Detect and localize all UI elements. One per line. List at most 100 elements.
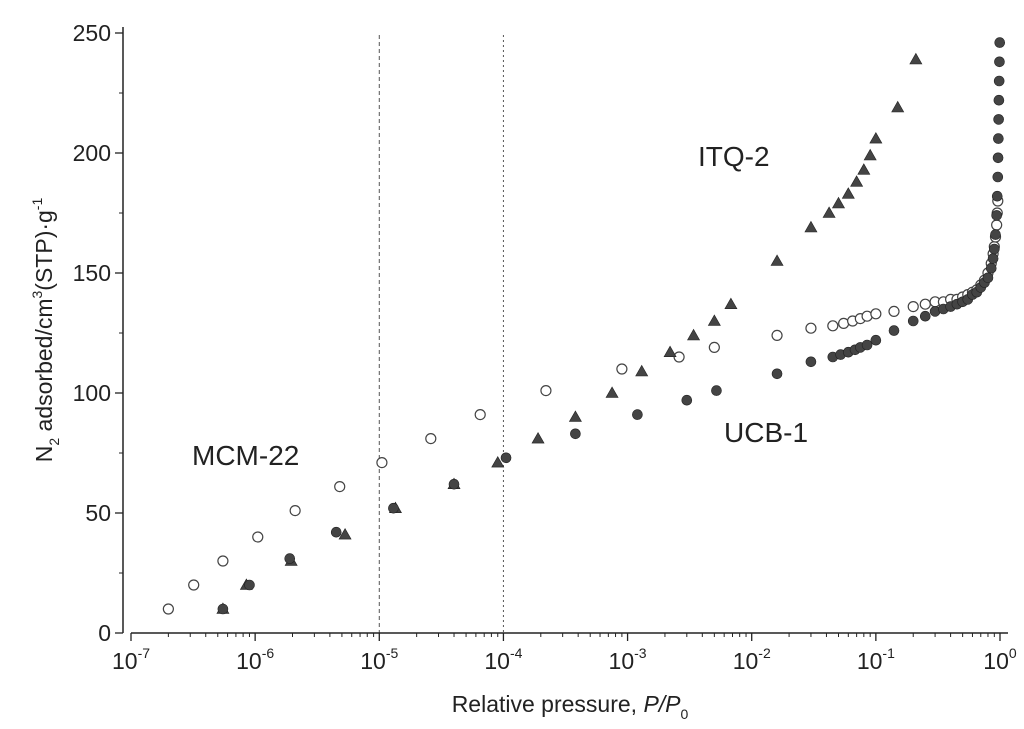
x-tick-base: 10 xyxy=(733,648,759,674)
x-tick-label: 10-6 xyxy=(236,645,274,674)
data-point-mcm-22 xyxy=(806,323,816,333)
y-axis-title-n: N xyxy=(31,446,57,463)
annotation-ucb-1: UCB-1 xyxy=(724,417,808,448)
x-tick-label: 10-7 xyxy=(112,645,150,674)
data-point-ucb-1 xyxy=(988,254,998,264)
data-point-itq-2 xyxy=(636,365,648,376)
data-point-itq-2 xyxy=(532,433,544,444)
data-point-itq-2 xyxy=(858,164,870,175)
data-point-itq-2 xyxy=(910,53,922,64)
data-point-mcm-22 xyxy=(541,386,551,396)
data-point-mcm-22 xyxy=(475,410,485,420)
y-axis-title: N2 adsorbed/cm3(STP)·g-1 xyxy=(29,198,62,463)
data-point-ucb-1 xyxy=(908,316,918,326)
data-point-ucb-1 xyxy=(992,191,1002,201)
data-point-ucb-1 xyxy=(570,429,580,439)
x-tick-label: 100 xyxy=(983,645,1017,674)
x-axis-ticks: 10-710-610-510-410-310-210-1100 xyxy=(112,633,1017,674)
data-point-itq-2 xyxy=(864,149,876,160)
data-point-mcm-22 xyxy=(709,342,719,352)
data-point-mcm-22 xyxy=(335,482,345,492)
x-tick-base: 10 xyxy=(112,648,138,674)
annotation-mcm-22: MCM-22 xyxy=(192,440,299,471)
x-tick-exponent: -5 xyxy=(386,645,399,661)
data-point-mcm-22 xyxy=(253,532,263,542)
x-axis-title-subscript: 0 xyxy=(681,706,689,722)
y-axis-title-supm1: -1 xyxy=(29,198,45,211)
data-point-itq-2 xyxy=(664,346,676,357)
x-axis-title-p0: P xyxy=(665,691,681,717)
data-point-ucb-1 xyxy=(994,57,1004,67)
data-point-itq-2 xyxy=(725,298,737,309)
data-point-ucb-1 xyxy=(995,38,1005,48)
data-point-mcm-22 xyxy=(426,434,436,444)
x-axis-title-p: P xyxy=(643,691,659,717)
data-point-itq-2 xyxy=(832,197,844,208)
x-tick-exponent: -4 xyxy=(510,645,523,661)
x-tick-base: 10 xyxy=(360,648,386,674)
data-point-ucb-1 xyxy=(993,153,1003,163)
series-mcm-22 xyxy=(163,196,1002,614)
y-axis-title-tail: (STP)·g xyxy=(31,210,57,291)
x-tick-exponent: -7 xyxy=(138,645,151,661)
data-point-mcm-22 xyxy=(772,330,782,340)
data-point-ucb-1 xyxy=(772,369,782,379)
x-tick-base: 10 xyxy=(236,648,262,674)
y-axis-title-mid: adsorbed/cm xyxy=(31,298,57,437)
data-point-ucb-1 xyxy=(991,230,1001,240)
data-point-ucb-1 xyxy=(993,134,1003,144)
x-axis-title-main: Relative pressure, xyxy=(452,691,644,717)
data-point-itq-2 xyxy=(842,188,854,199)
x-tick-exponent: -1 xyxy=(882,645,895,661)
x-tick-exponent: -3 xyxy=(634,645,647,661)
x-tick-base: 10 xyxy=(609,648,635,674)
data-point-mcm-22 xyxy=(992,220,1002,230)
data-point-ucb-1 xyxy=(994,76,1004,86)
data-point-ucb-1 xyxy=(989,244,999,254)
reference-lines xyxy=(379,35,503,633)
x-tick-label: 10-1 xyxy=(857,645,895,674)
data-point-ucb-1 xyxy=(806,357,816,367)
data-point-ucb-1 xyxy=(501,453,511,463)
data-point-ucb-1 xyxy=(986,263,996,273)
x-tick-label: 10-4 xyxy=(484,645,522,674)
y-tick-label: 50 xyxy=(85,500,111,526)
y-axis-title-sub2: 2 xyxy=(46,438,62,446)
data-point-mcm-22 xyxy=(908,302,918,312)
data-point-mcm-22 xyxy=(828,321,838,331)
y-tick-label: 100 xyxy=(73,380,111,406)
series-itq-2 xyxy=(217,53,922,613)
x-tick-exponent: -2 xyxy=(758,645,771,661)
data-point-mcm-22 xyxy=(290,506,300,516)
series-annotations: MCM-22 ITQ-2 UCB-1 xyxy=(192,141,808,471)
data-point-mcm-22 xyxy=(218,556,228,566)
data-point-ucb-1 xyxy=(871,335,881,345)
data-points xyxy=(163,38,1004,614)
x-axis-title: Relative pressure, P/P0 xyxy=(452,691,689,722)
y-axis-ticks: 050100150200250 xyxy=(73,20,123,646)
x-tick-label: 10-2 xyxy=(733,645,771,674)
data-point-mcm-22 xyxy=(163,604,173,614)
series-ucb-1 xyxy=(218,38,1005,614)
data-point-itq-2 xyxy=(870,133,882,144)
data-point-itq-2 xyxy=(606,387,618,398)
data-point-itq-2 xyxy=(771,255,783,266)
data-point-ucb-1 xyxy=(862,340,872,350)
data-point-ucb-1 xyxy=(244,580,254,590)
x-tick-base: 10 xyxy=(983,648,1009,674)
data-point-ucb-1 xyxy=(632,410,642,420)
data-point-itq-2 xyxy=(892,101,904,112)
data-point-ucb-1 xyxy=(993,172,1003,182)
x-tick-exponent: 0 xyxy=(1009,645,1017,661)
data-point-ucb-1 xyxy=(994,114,1004,124)
data-point-itq-2 xyxy=(688,329,700,340)
data-point-ucb-1 xyxy=(983,273,993,283)
y-tick-label: 150 xyxy=(73,260,111,286)
data-point-ucb-1 xyxy=(889,326,899,336)
data-point-ucb-1 xyxy=(331,527,341,537)
data-point-itq-2 xyxy=(708,315,720,326)
annotation-itq-2: ITQ-2 xyxy=(698,141,770,172)
y-tick-label: 200 xyxy=(73,140,111,166)
data-point-mcm-22 xyxy=(839,318,849,328)
